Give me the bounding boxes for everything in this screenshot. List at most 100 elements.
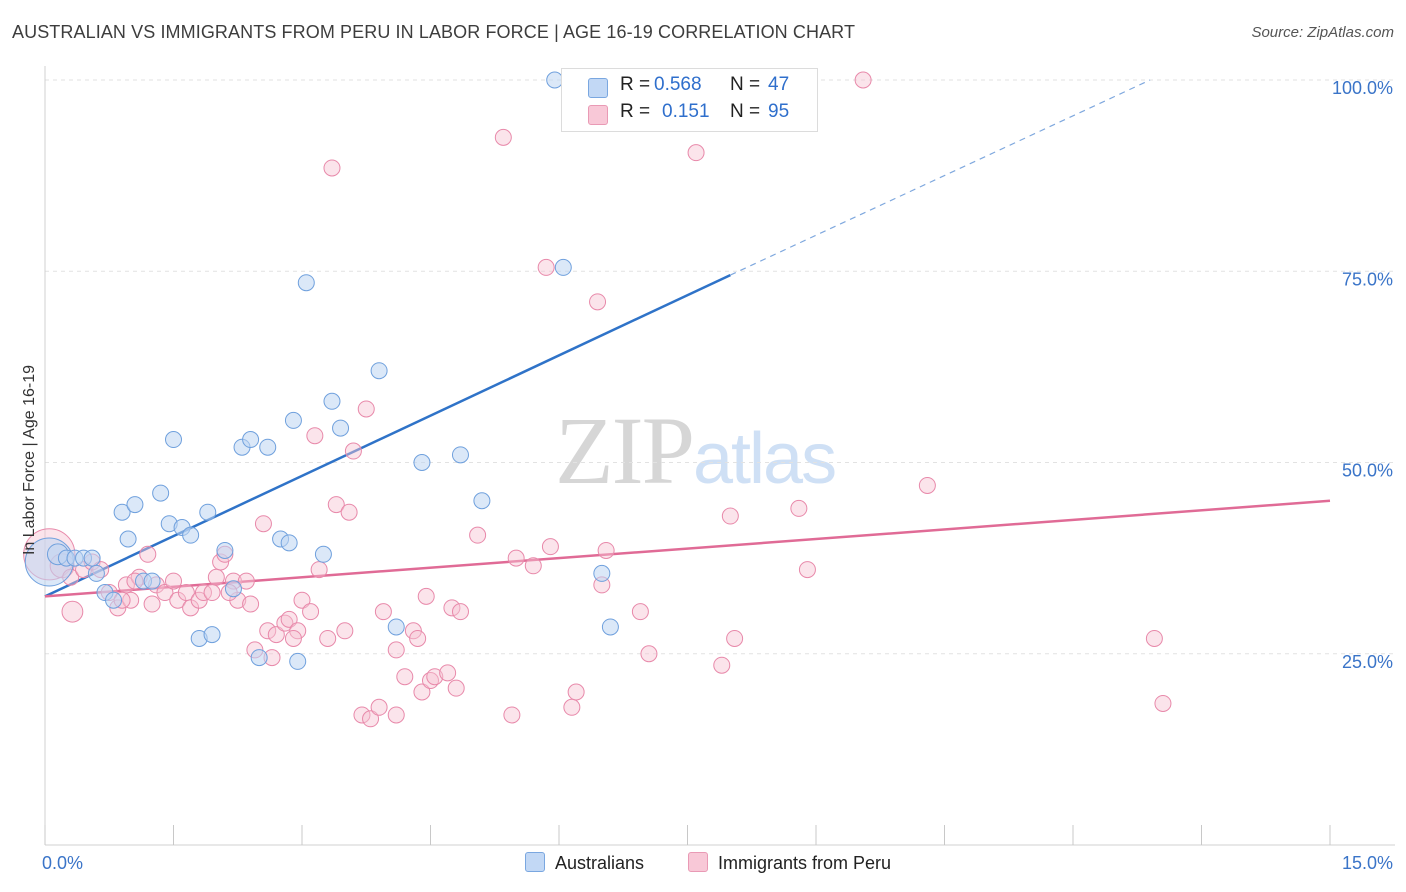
point-peru — [306, 427, 324, 445]
point-peru — [357, 400, 375, 418]
point-peru — [61, 600, 84, 623]
point-peru — [413, 683, 431, 701]
point-australians — [242, 431, 260, 449]
point-peru — [353, 706, 371, 724]
legend-swatch-australians — [588, 78, 608, 98]
point-australians — [473, 492, 491, 510]
point-peru — [387, 706, 405, 724]
point-peru — [1154, 694, 1172, 712]
point-peru — [284, 629, 302, 647]
series-swatch-australians — [525, 852, 545, 872]
point-peru — [713, 656, 731, 674]
point-peru — [302, 603, 320, 621]
y-axis-label: In Labor Force | Age 16-19 — [21, 364, 38, 556]
point-peru — [726, 629, 744, 647]
point-peru — [918, 476, 936, 494]
x-tick-label: 0.0% — [42, 853, 83, 873]
point-peru — [631, 603, 649, 621]
trend-line-australians — [44, 273, 731, 598]
point-peru — [451, 603, 469, 621]
legend-n-value: 95 — [768, 101, 790, 122]
point-peru — [1145, 629, 1163, 647]
point-australians — [224, 580, 242, 598]
point-peru — [323, 159, 341, 177]
y-tick-label: 50.0% — [1342, 461, 1393, 481]
point-peru — [541, 538, 559, 556]
trend-lines — [44, 79, 1331, 598]
legend-swatch-peru — [588, 105, 608, 125]
point-peru — [267, 626, 285, 644]
legend-n-label: N = — [730, 101, 761, 122]
point-peru — [370, 698, 388, 716]
point-peru — [404, 622, 422, 640]
point-peru — [494, 128, 512, 146]
point-peru — [854, 71, 872, 89]
point-peru — [242, 595, 260, 613]
stats-legend: R = 0.568 N = 47 R = 0.151 N = 95 — [561, 68, 818, 132]
point-australians — [119, 530, 137, 548]
legend-n-value: 47 — [768, 74, 790, 95]
tick-labels: 25.0% 50.0% 75.0% 100.0% 0.0% 15.0% — [42, 78, 1393, 873]
point-peru — [597, 541, 615, 559]
point-australians — [593, 564, 611, 582]
point-peru — [259, 622, 277, 640]
point-australians — [143, 572, 161, 590]
legend-r-value: 0.568 — [654, 74, 702, 95]
series-label-australians: Australians — [555, 853, 645, 873]
chart-title: AUSTRALIAN VS IMMIGRANTS FROM PERU IN LA… — [12, 22, 856, 42]
point-peru — [327, 496, 345, 514]
point-peru — [417, 587, 435, 605]
point-peru — [293, 591, 311, 609]
y-tick-label: 75.0% — [1342, 269, 1393, 289]
point-australians — [113, 503, 131, 521]
point-peru — [165, 572, 182, 590]
point-australians — [152, 484, 170, 502]
point-peru — [396, 668, 414, 686]
series-legend-peru: Immigrants from Peru — [688, 852, 891, 874]
point-australians — [182, 526, 200, 544]
point-australians — [165, 431, 182, 449]
point-peru — [340, 503, 358, 521]
series-swatch-peru — [688, 852, 708, 872]
point-peru — [567, 683, 585, 701]
series-label-peru: Immigrants from Peru — [718, 853, 892, 873]
point-peru — [194, 584, 212, 602]
point-peru — [447, 679, 465, 697]
watermark: ZIPatlas — [555, 395, 837, 506]
point-peru — [289, 622, 307, 640]
point-peru — [640, 645, 658, 663]
point-peru — [207, 568, 225, 586]
point-australians — [203, 626, 221, 644]
point-peru — [443, 599, 461, 617]
point-peru — [798, 561, 816, 579]
point-australians — [289, 652, 307, 670]
point-peru — [469, 526, 487, 544]
point-australians — [332, 419, 350, 437]
point-peru — [387, 641, 405, 659]
point-peru — [589, 293, 607, 311]
legend-r-label: R = — [620, 74, 651, 95]
data-points — [23, 71, 1172, 728]
point-peru — [203, 584, 221, 602]
point-australians — [259, 438, 277, 456]
point-peru — [310, 561, 328, 579]
point-australians — [199, 503, 217, 521]
point-australians — [87, 564, 105, 582]
trend-line-peru — [44, 499, 1331, 598]
point-peru — [426, 668, 444, 686]
point-peru — [524, 557, 542, 575]
legend-row-australians: R = 0.568 N = 47 — [562, 74, 817, 100]
point-peru — [790, 499, 808, 517]
point-peru — [143, 595, 161, 613]
point-australians — [314, 545, 332, 563]
watermark-zip: ZIP — [555, 397, 695, 504]
legend-row-peru: R = 0.151 N = 95 — [562, 101, 817, 127]
point-peru — [409, 629, 427, 647]
point-australians — [554, 258, 572, 276]
y-tick-label: 25.0% — [1342, 652, 1393, 672]
legend-r-label: R = — [620, 101, 651, 122]
x-tick-label: 15.0% — [1342, 853, 1393, 873]
point-peru — [537, 258, 555, 276]
y-tick-label: 100.0% — [1332, 78, 1393, 98]
